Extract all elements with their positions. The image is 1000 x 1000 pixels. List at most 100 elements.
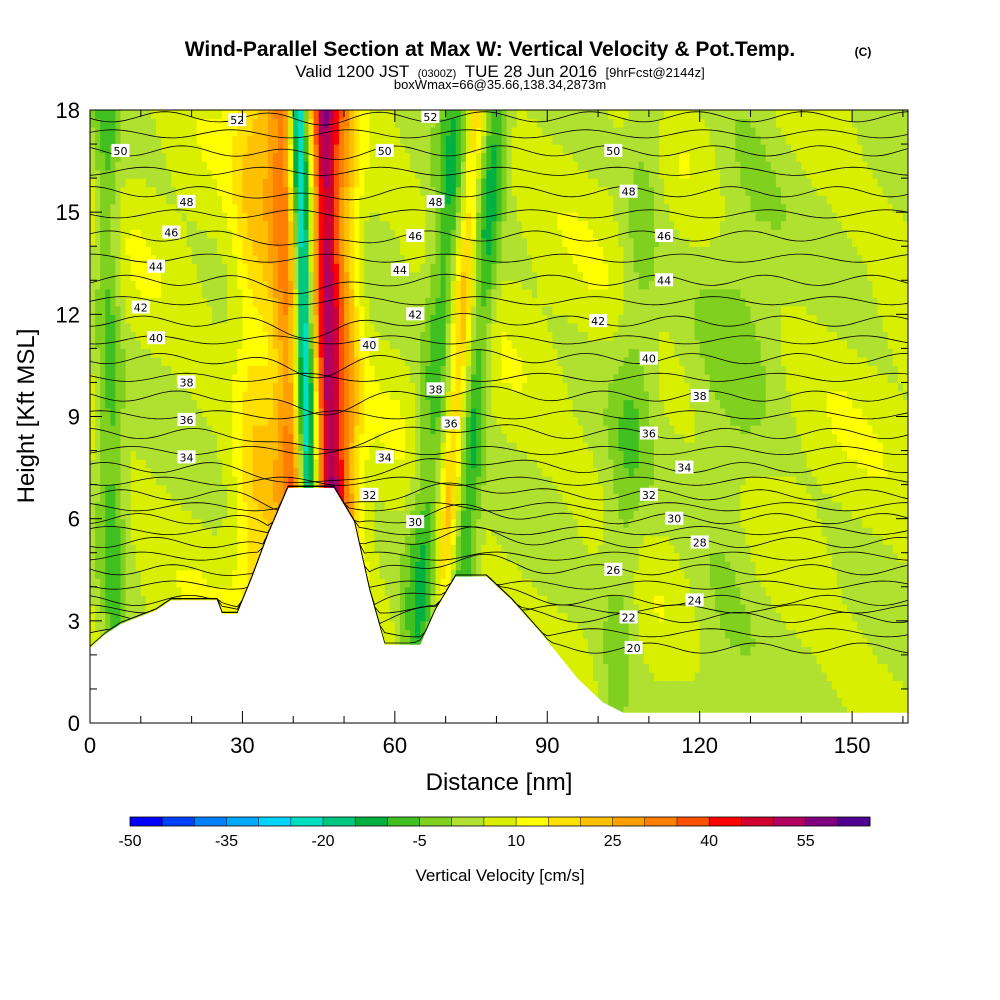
vv-cell — [430, 578, 437, 588]
vv-cell — [120, 459, 127, 469]
vv-cell — [613, 663, 619, 673]
vv-cell — [714, 501, 721, 511]
vv-cell — [780, 510, 787, 520]
vv-cell — [750, 654, 757, 664]
vv-cell — [689, 586, 696, 596]
vv-cell — [526, 467, 533, 477]
vv-cell — [725, 663, 731, 673]
vv-cell — [201, 552, 208, 562]
vv-cell — [587, 586, 594, 596]
vv-cell — [552, 629, 559, 639]
vv-cell — [623, 705, 630, 716]
vv-cell — [140, 552, 147, 562]
vv-cell — [587, 561, 594, 571]
vv-cell — [359, 518, 365, 528]
valid-utc: (0300Z) — [418, 68, 457, 80]
vv-cell — [186, 544, 193, 554]
vv-cell — [831, 501, 838, 511]
vv-cell — [669, 459, 675, 469]
vv-cell — [369, 510, 376, 520]
vv-cell — [232, 578, 238, 588]
vv-cell — [791, 569, 797, 579]
vv-cell — [831, 654, 838, 664]
vv-cell — [161, 569, 167, 579]
vv-cell — [440, 484, 447, 494]
vv-cell — [704, 476, 711, 486]
vv-cell — [186, 586, 193, 596]
vv-cell — [857, 544, 863, 554]
vv-cell — [552, 459, 559, 469]
vv-cell — [750, 476, 757, 486]
vv-cell — [247, 467, 254, 477]
vv-cell — [664, 535, 670, 545]
vv-cell — [806, 552, 813, 562]
vv-cell — [592, 654, 599, 664]
vv-cell — [135, 518, 142, 528]
vv-cell — [735, 646, 741, 656]
vv-cell — [516, 501, 523, 511]
vv-cell — [562, 535, 569, 545]
vv-cell — [755, 697, 762, 707]
vv-cell — [872, 510, 879, 520]
vv-cell — [430, 544, 437, 554]
vv-cell — [100, 603, 106, 613]
vv-cell — [689, 552, 696, 562]
vv-cell — [460, 510, 467, 520]
vv-cell — [521, 476, 528, 486]
vv-cell — [770, 518, 777, 528]
vv-cell — [857, 646, 863, 656]
vv-cell — [277, 476, 284, 486]
vv-cell — [186, 561, 193, 571]
vv-cell — [887, 705, 894, 716]
vv-cell — [862, 501, 868, 511]
vv-cell — [247, 476, 254, 486]
vv-cell — [831, 459, 838, 469]
vv-cell — [770, 705, 777, 716]
vv-cell — [369, 518, 376, 528]
vv-cell — [481, 535, 487, 545]
vv-cell — [709, 569, 716, 579]
vv-cell — [364, 569, 371, 579]
vv-cell — [847, 646, 853, 656]
vv-cell — [222, 603, 228, 613]
vv-cell — [156, 467, 162, 477]
vv-cell — [664, 671, 670, 682]
vv-cell — [897, 663, 904, 673]
vv-cell — [217, 484, 223, 494]
vv-cell — [902, 510, 908, 520]
vv-cell — [847, 697, 853, 707]
vv-cell — [491, 535, 498, 545]
vv-cell — [496, 578, 503, 588]
vv-cell — [623, 663, 630, 673]
vv-cell — [135, 510, 142, 520]
vv-cell — [110, 535, 116, 545]
vv-cell — [95, 493, 101, 503]
vv-cell — [440, 544, 447, 554]
vv-cell — [460, 569, 467, 579]
vv-cell — [247, 518, 254, 528]
vv-cell — [740, 459, 747, 469]
vv-cell — [872, 671, 879, 682]
vv-cell — [841, 705, 848, 716]
vv-cell — [445, 484, 452, 494]
vv-cell — [852, 467, 858, 477]
vv-cell — [577, 663, 584, 673]
vv-cell — [750, 578, 757, 588]
vv-cell — [455, 518, 462, 528]
vv-cell — [237, 535, 244, 545]
vv-cell — [171, 493, 177, 503]
vv-cell — [135, 595, 142, 605]
vv-cell — [709, 561, 716, 571]
vv-cell — [862, 467, 868, 477]
vv-cell — [831, 629, 838, 639]
vv-cell — [166, 510, 172, 520]
vv-cell — [821, 637, 828, 647]
vv-cell — [572, 578, 579, 588]
vv-cell — [633, 535, 640, 545]
vv-cell — [598, 603, 604, 613]
vv-cell — [166, 586, 172, 596]
vv-cell — [765, 561, 772, 571]
vv-cell — [201, 595, 208, 605]
vv-cell — [770, 629, 777, 639]
vv-cell — [557, 552, 564, 562]
